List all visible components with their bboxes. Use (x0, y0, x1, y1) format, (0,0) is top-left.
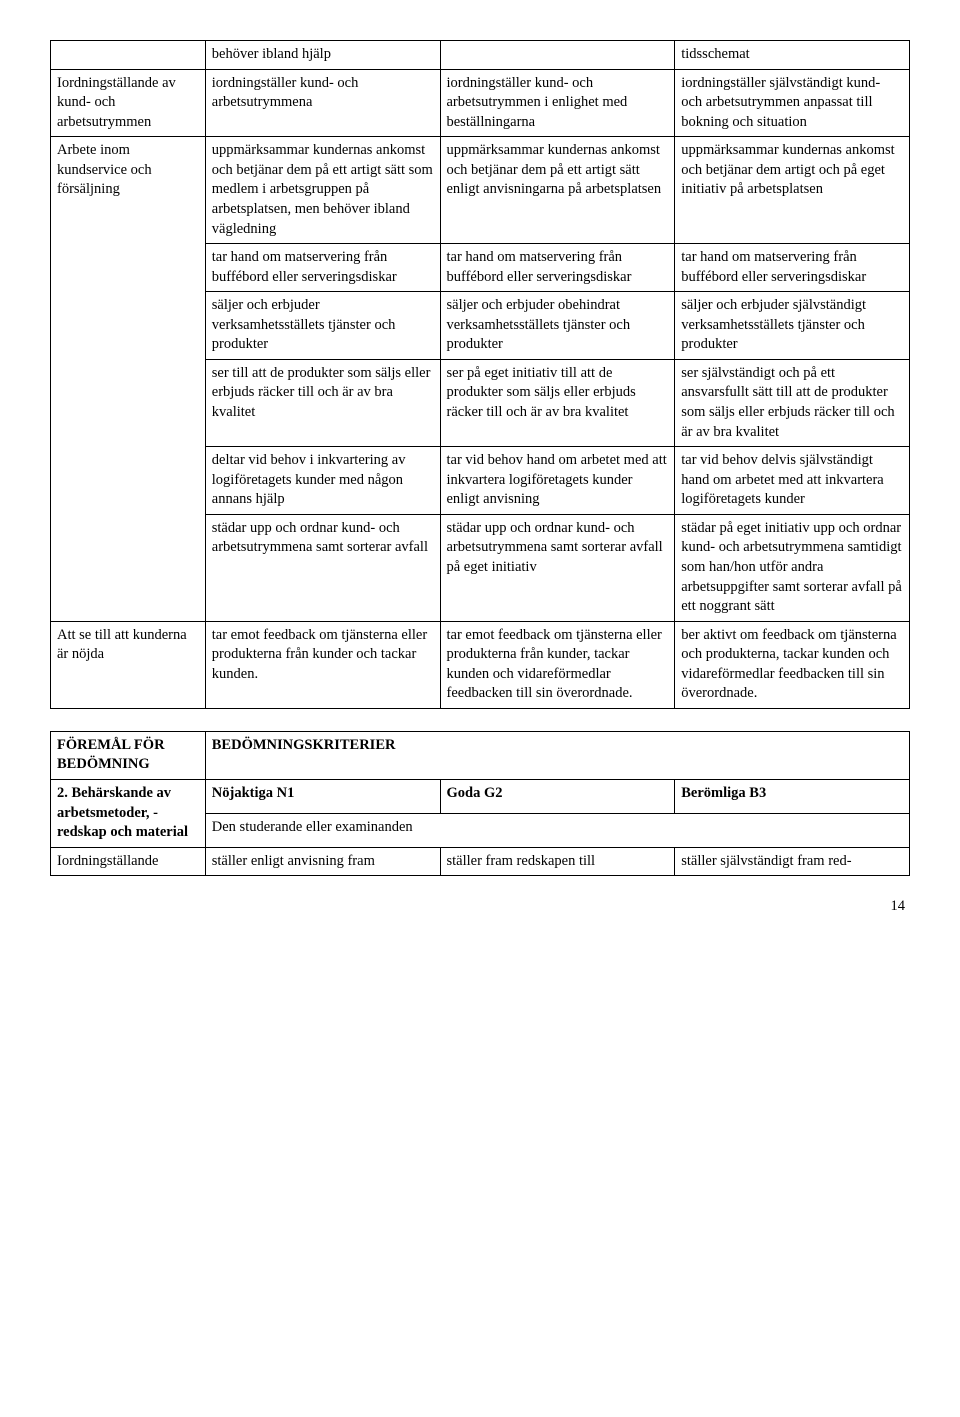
cell (440, 41, 675, 70)
cell (51, 41, 206, 70)
cell: Att se till att kunderna är nöjda (51, 621, 206, 708)
cell: säljer och erbjuder obehindrat verksamhe… (440, 292, 675, 360)
cell: tar vid behov delvis självständigt hand … (675, 447, 910, 515)
cell: deltar vid behov i inkvartering av logif… (205, 447, 440, 515)
cell: iordningställer kund- och arbetsutrymmen… (440, 69, 675, 137)
cell: Goda G2 (440, 780, 675, 814)
cell: ställer enligt anvisning fram (205, 847, 440, 876)
cell: tidsschemat (675, 41, 910, 70)
cell: tar hand om matservering från buffébord … (675, 244, 910, 292)
cell: ser till att de produkter som säljs elle… (205, 359, 440, 446)
cell: ställer självständigt fram red- (675, 847, 910, 876)
cell: behöver ibland hjälp (205, 41, 440, 70)
table-row: Arbete inom kundservice och försäljning … (51, 137, 910, 244)
cell: Arbete inom kundservice och försäljning (51, 137, 206, 621)
cell: uppmärksammar kundernas ankomst och betj… (440, 137, 675, 244)
cell: Berömliga B3 (675, 780, 910, 814)
cell: Den studerande eller examinanden (205, 813, 909, 847)
assessment-table-1: behöver ibland hjälp tidsschemat Iordnin… (50, 40, 910, 709)
cell: säljer och erbjuder verksamhetsställets … (205, 292, 440, 360)
cell: städar upp och ordnar kund- och arbetsut… (440, 514, 675, 621)
header-cell: BEDÖMNINGSKRITERIER (205, 731, 909, 779)
cell: ber aktivt om feedback om tjänsterna och… (675, 621, 910, 708)
cell: Nöjaktiga N1 (205, 780, 440, 814)
cell: tar vid behov hand om arbetet med att in… (440, 447, 675, 515)
cell: tar hand om matservering från buffébord … (205, 244, 440, 292)
cell: tar hand om matservering från buffébord … (440, 244, 675, 292)
cell: Iordningställande av kund- och arbetsutr… (51, 69, 206, 137)
page-number: 14 (50, 898, 910, 915)
cell: städar upp och ordnar kund- och arbetsut… (205, 514, 440, 621)
cell: städar på eget initiativ upp och ordnar … (675, 514, 910, 621)
table-row: Att se till att kunderna är nöjda tar em… (51, 621, 910, 708)
table-row: Iordningställande av kund- och arbetsutr… (51, 69, 910, 137)
table-row: Iordningställande ställer enligt anvisni… (51, 847, 910, 876)
cell: 2. Behärskande av arbetsmetoder, -redska… (51, 780, 206, 848)
cell: säljer och erbjuder självständigt verksa… (675, 292, 910, 360)
cell: tar emot feedback om tjänsterna eller pr… (205, 621, 440, 708)
table-row: 2. Behärskande av arbetsmetoder, -redska… (51, 780, 910, 814)
cell: uppmärksammar kundernas ankomst och betj… (205, 137, 440, 244)
header-cell: FÖREMÅL FÖR BEDÖMNING (51, 731, 206, 779)
table-row: behöver ibland hjälp tidsschemat (51, 41, 910, 70)
cell: iordningställer självständigt kund- och … (675, 69, 910, 137)
assessment-table-2: FÖREMÅL FÖR BEDÖMNING BEDÖMNINGSKRITERIE… (50, 731, 910, 876)
cell: ser på eget initiativ till att de produk… (440, 359, 675, 446)
cell: Iordningställande (51, 847, 206, 876)
cell: ser självständigt och på ett ansvarsfull… (675, 359, 910, 446)
cell: tar emot feedback om tjänsterna eller pr… (440, 621, 675, 708)
cell: ställer fram redskapen till (440, 847, 675, 876)
cell: uppmärksammar kundernas ankomst och betj… (675, 137, 910, 244)
table-row: FÖREMÅL FÖR BEDÖMNING BEDÖMNINGSKRITERIE… (51, 731, 910, 779)
cell: iordningställer kund- och arbetsutrymmen… (205, 69, 440, 137)
